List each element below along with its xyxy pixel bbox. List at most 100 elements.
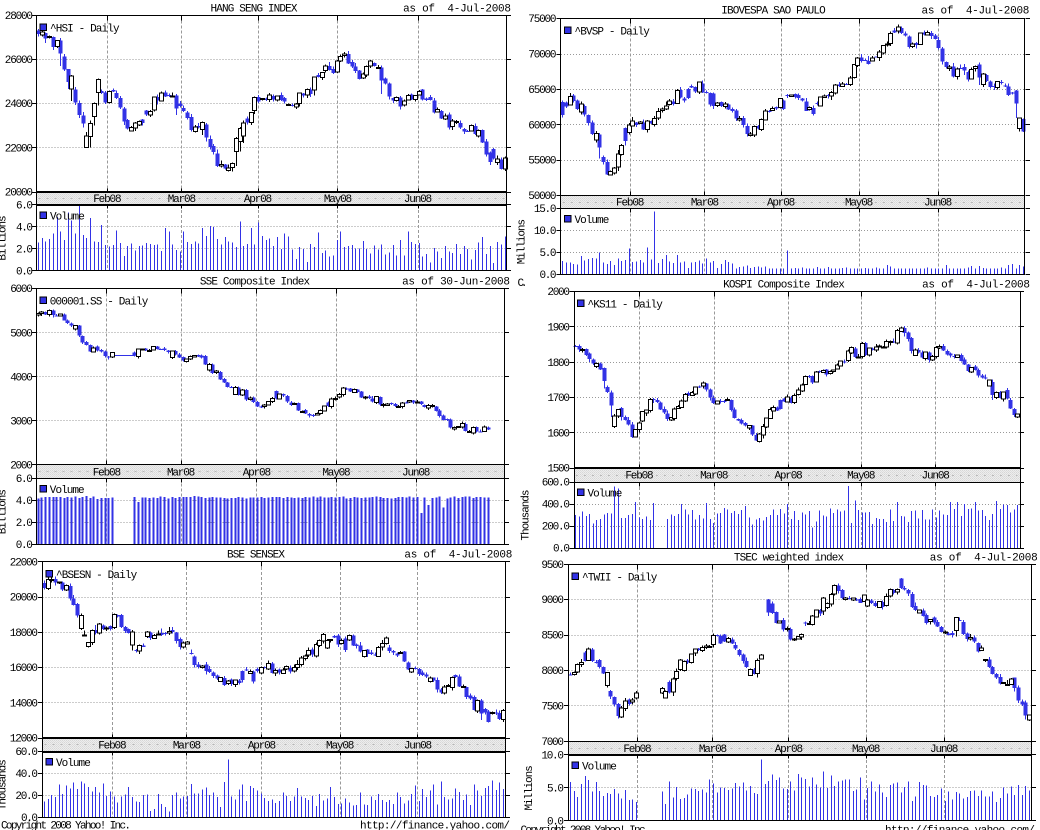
svg-text:Apr08: Apr08 <box>243 468 271 480</box>
svg-text:10.0: 10.0 <box>541 751 564 763</box>
svg-text:2000: 2000 <box>547 287 570 299</box>
svg-text:1500: 1500 <box>547 464 570 476</box>
svg-text:as of 4-Jul-2008: as of 4-Jul-2008 <box>930 552 1038 564</box>
svg-text:1600: 1600 <box>547 428 570 440</box>
svg-text:Mar08: Mar08 <box>699 744 727 756</box>
svg-text:4000: 4000 <box>10 372 33 384</box>
svg-text:Mar08: Mar08 <box>691 198 719 210</box>
svg-text:7500: 7500 <box>541 701 564 713</box>
svg-text:HANG SENG INDEX: HANG SENG INDEX <box>211 3 298 15</box>
svg-text:1700: 1700 <box>547 393 570 405</box>
svg-text:65000: 65000 <box>528 85 556 97</box>
svg-text:Millions: Millions <box>524 765 536 810</box>
svg-text:50000: 50000 <box>528 191 556 203</box>
svg-text:http://finance.yahoo.com/: http://finance.yahoo.com/ <box>360 821 510 830</box>
svg-text:Jun08: Jun08 <box>404 194 432 206</box>
svg-text:IBOVESPA SAO PAULO: IBOVESPA SAO PAULO <box>721 6 826 18</box>
svg-text:May08: May08 <box>845 198 873 210</box>
svg-text:75000: 75000 <box>528 14 556 26</box>
svg-text:Apr08: Apr08 <box>767 198 795 210</box>
svg-text:BSE SENSEX: BSE SENSEX <box>227 550 285 562</box>
svg-text:Mar08: Mar08 <box>167 468 195 480</box>
svg-text:Apr08: Apr08 <box>774 471 802 483</box>
svg-text:Apr08: Apr08 <box>248 741 276 753</box>
svg-text:9000: 9000 <box>541 595 564 607</box>
svg-text:20000: 20000 <box>10 593 38 605</box>
svg-text:May08: May08 <box>852 744 880 756</box>
svg-text:as of 30-Jun-2008: as of 30-Jun-2008 <box>402 277 510 289</box>
svg-text:1800: 1800 <box>547 358 570 370</box>
svg-text:Apr08: Apr08 <box>244 194 272 206</box>
svg-text:Jun08: Jun08 <box>930 744 958 756</box>
svg-text:55000: 55000 <box>528 156 556 168</box>
svg-text:400.0: 400.0 <box>542 500 570 512</box>
svg-text:15.0: 15.0 <box>534 204 557 216</box>
svg-text:Copyright 2008 Yahoo! Inc.: Copyright 2008 Yahoo! Inc. <box>521 825 651 830</box>
svg-text:Feb08: Feb08 <box>623 744 651 756</box>
svg-text:5.0: 5.0 <box>547 783 564 795</box>
svg-text:May08: May08 <box>326 741 354 753</box>
svg-text:^TWII - Daily: ^TWII - Daily <box>582 572 658 584</box>
svg-text:0.0: 0.0 <box>553 544 570 556</box>
svg-text:0.0: 0.0 <box>540 270 557 282</box>
svg-text:Millions: Millions <box>517 219 529 264</box>
svg-text:600.0: 600.0 <box>542 478 570 490</box>
svg-text:Mar08: Mar08 <box>173 741 201 753</box>
svg-text:6000: 6000 <box>10 284 33 296</box>
svg-text:10.0: 10.0 <box>534 226 557 238</box>
svg-text:8000: 8000 <box>541 666 564 678</box>
svg-text:4.0: 4.0 <box>16 223 33 235</box>
svg-text:9500: 9500 <box>541 560 564 572</box>
svg-text:as of 4-Jul-2008: as of 4-Jul-2008 <box>404 550 512 562</box>
svg-text:as of 4-Jul-2008: as of 4-Jul-2008 <box>922 6 1030 18</box>
svg-text:5000: 5000 <box>10 328 33 340</box>
svg-text:20.0: 20.0 <box>15 791 38 803</box>
svg-text:60000: 60000 <box>528 120 556 132</box>
svg-text:000001.SS - Daily: 000001.SS - Daily <box>50 297 149 309</box>
svg-text:0.0: 0.0 <box>547 816 564 828</box>
svg-text:Feb08: Feb08 <box>93 194 121 206</box>
svg-text:7000: 7000 <box>541 737 564 749</box>
svg-text:4.0: 4.0 <box>16 496 33 508</box>
svg-text:Jun08: Jun08 <box>924 198 952 210</box>
svg-text:22000: 22000 <box>10 557 38 569</box>
svg-text:20000: 20000 <box>5 188 33 200</box>
svg-text:3000: 3000 <box>10 416 33 428</box>
svg-text:6.0: 6.0 <box>16 474 33 486</box>
svg-text:1900: 1900 <box>547 323 570 335</box>
svg-text:Billions: Billions <box>0 489 10 534</box>
svg-text:May08: May08 <box>847 471 875 483</box>
svg-text:14000: 14000 <box>10 698 38 710</box>
svg-text:http://finance.yahoo.com/: http://finance.yahoo.com/ <box>885 825 1035 830</box>
svg-text:12000: 12000 <box>10 734 38 746</box>
svg-text:^KS11 - Daily: ^KS11 - Daily <box>588 300 664 312</box>
svg-text:Billions: Billions <box>0 215 10 260</box>
svg-text:as of 4-Jul-2008: as of 4-Jul-2008 <box>922 280 1030 292</box>
svg-text:26000: 26000 <box>5 55 33 67</box>
svg-text:0.0: 0.0 <box>21 813 38 825</box>
svg-text:KOSPI Composite Index: KOSPI Composite Index <box>723 280 845 292</box>
svg-text:May08: May08 <box>324 194 352 206</box>
svg-text:28000: 28000 <box>5 11 33 23</box>
svg-text:200.0: 200.0 <box>542 522 570 534</box>
svg-text:TSEC weighted index: TSEC weighted index <box>734 552 845 564</box>
svg-text:^HSI - Daily: ^HSI - Daily <box>50 24 120 36</box>
svg-text:Jun08: Jun08 <box>922 471 950 483</box>
svg-text:24000: 24000 <box>5 99 33 111</box>
svg-text:40.0: 40.0 <box>15 769 38 781</box>
svg-text:May08: May08 <box>322 468 350 480</box>
svg-text:22000: 22000 <box>5 143 33 155</box>
svg-text:Jun08: Jun08 <box>402 468 430 480</box>
svg-text:Feb08: Feb08 <box>616 198 644 210</box>
svg-text:Copyright 2008 Yahoo! Inc.: Copyright 2008 Yahoo! Inc. <box>1 821 131 830</box>
svg-text:Feb08: Feb08 <box>625 471 653 483</box>
svg-text:2.0: 2.0 <box>16 245 33 257</box>
svg-text:Volume: Volume <box>582 762 617 774</box>
svg-text:as of 4-Jul-2008: as of 4-Jul-2008 <box>403 3 511 15</box>
svg-text:SSE Composite Index: SSE Composite Index <box>200 277 311 289</box>
svg-text:Volume: Volume <box>50 485 85 497</box>
svg-text:Apr08: Apr08 <box>775 744 803 756</box>
svg-text:0.0: 0.0 <box>16 540 33 552</box>
svg-text:16000: 16000 <box>10 663 38 675</box>
svg-text:Thousands: Thousands <box>0 759 10 810</box>
